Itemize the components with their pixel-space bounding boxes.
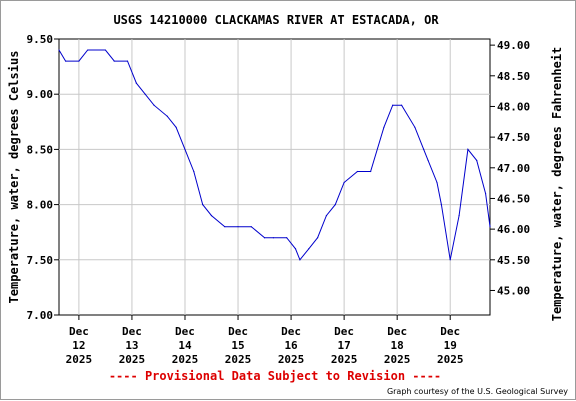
y2-tick-label: 46.50 <box>497 192 530 205</box>
provisional-note: ---- Provisional Data Subject to Revisio… <box>109 369 441 383</box>
x-tick-label-day: 16 <box>284 339 298 352</box>
data-point <box>202 204 204 206</box>
y2-tick-label: 46.00 <box>497 223 530 236</box>
y-axis-left: 9.50 9.00 8.50 8.00 7.50 7.00 <box>27 33 59 322</box>
y-axis-label-right: Temperature, water, degrees Fahrenheit <box>550 47 564 322</box>
x-tick-label-day: 19 <box>444 339 457 352</box>
data-point <box>294 248 297 250</box>
y-axis-right: 49.00 48.50 48.00 47.50 47.00 46.50 46.00 45.50… <box>490 39 530 297</box>
data-point <box>193 170 195 173</box>
data-point <box>113 60 115 62</box>
x-tick-label-day: 15 <box>231 339 244 352</box>
data-point <box>65 60 67 62</box>
y2-tick-label: 49.00 <box>497 39 530 52</box>
x-tick-label-day: 12 <box>72 339 85 352</box>
x-tick-label-month: Dec <box>440 325 460 338</box>
data-point <box>166 115 168 117</box>
data-point <box>440 204 442 206</box>
data-point <box>400 104 403 106</box>
x-axis: Dec122025Dec132025Dec142025Dec152025Dec1… <box>66 315 464 366</box>
data-point <box>144 93 146 95</box>
data-point <box>237 226 239 228</box>
x-tick-label-year: 2025 <box>437 353 464 366</box>
y-tick-label: 8.50 <box>27 143 54 156</box>
data-point <box>263 237 266 239</box>
data-point <box>184 148 186 150</box>
plot-area <box>58 38 491 316</box>
y2-tick-label: 45.50 <box>497 254 530 267</box>
data-point <box>489 226 491 228</box>
grid-lines <box>59 39 490 315</box>
data-point <box>224 226 226 228</box>
x-tick-label-month: Dec <box>228 325 248 338</box>
x-tick-label-month: Dec <box>387 325 407 338</box>
x-tick-label-day: 17 <box>337 339 350 352</box>
x-tick-label-month: Dec <box>281 325 301 338</box>
x-tick-label-year: 2025 <box>384 353 411 366</box>
y2-tick-label: 45.00 <box>497 284 530 297</box>
data-point <box>175 126 177 128</box>
data-point <box>476 159 478 162</box>
x-tick-label-year: 2025 <box>66 353 93 366</box>
data-point <box>449 259 451 261</box>
data-point <box>343 181 345 184</box>
x-tick-label-day: 14 <box>178 339 192 352</box>
y2-tick-label: 47.50 <box>497 131 530 144</box>
x-tick-label-year: 2025 <box>278 353 305 366</box>
data-point <box>58 49 60 51</box>
x-tick-label-year: 2025 <box>331 353 358 366</box>
data-point <box>317 237 319 239</box>
y2-tick-label: 48.50 <box>497 70 530 83</box>
data-point <box>104 49 107 51</box>
x-tick-label-month: Dec <box>122 325 142 338</box>
data-point <box>334 204 336 206</box>
data-point <box>78 60 80 62</box>
x-tick-label-month: Dec <box>175 325 195 338</box>
y-tick-label: 9.00 <box>27 88 54 101</box>
x-tick-label-year: 2025 <box>119 353 146 366</box>
data-point <box>436 181 438 184</box>
data-point <box>286 237 288 239</box>
data-point <box>414 126 416 128</box>
data-point <box>383 126 385 128</box>
data-point <box>392 104 394 106</box>
data-point <box>427 159 429 162</box>
y2-tick-label: 48.00 <box>497 100 530 113</box>
data-point <box>135 82 137 84</box>
data-point <box>308 248 310 250</box>
y2-tick-label: 47.00 <box>497 162 530 175</box>
x-tick-label-year: 2025 <box>172 353 199 366</box>
y-tick-label: 7.00 <box>27 309 54 322</box>
data-point <box>272 237 274 239</box>
data-point <box>153 104 155 106</box>
x-tick-label-year: 2025 <box>225 353 252 366</box>
x-tick-label-day: 18 <box>391 339 404 352</box>
data-point <box>210 215 213 217</box>
data-point <box>299 259 301 261</box>
data-point <box>370 170 372 173</box>
data-point <box>467 148 469 150</box>
x-tick-label-month: Dec <box>69 325 89 338</box>
data-point <box>458 215 460 217</box>
data-point <box>484 192 487 195</box>
chart-title: USGS 14210000 CLACKAMAS RIVER AT ESTACAD… <box>113 13 439 27</box>
x-tick-label-month: Dec <box>334 325 354 338</box>
data-point <box>356 170 358 173</box>
credit-note: Graph courtesy of the U.S. Geological Su… <box>387 387 568 396</box>
x-tick-label-day: 13 <box>125 339 138 352</box>
data-point <box>126 60 129 62</box>
y-tick-label: 9.50 <box>27 33 54 46</box>
y-axis-label-left: Temperature, water, degrees Celsius <box>7 51 21 304</box>
data-point <box>250 226 252 228</box>
data-point <box>325 215 328 217</box>
data-point <box>87 49 89 51</box>
data-point <box>423 148 425 150</box>
y-tick-label: 8.00 <box>27 199 54 212</box>
y-tick-label: 7.50 <box>27 254 54 267</box>
